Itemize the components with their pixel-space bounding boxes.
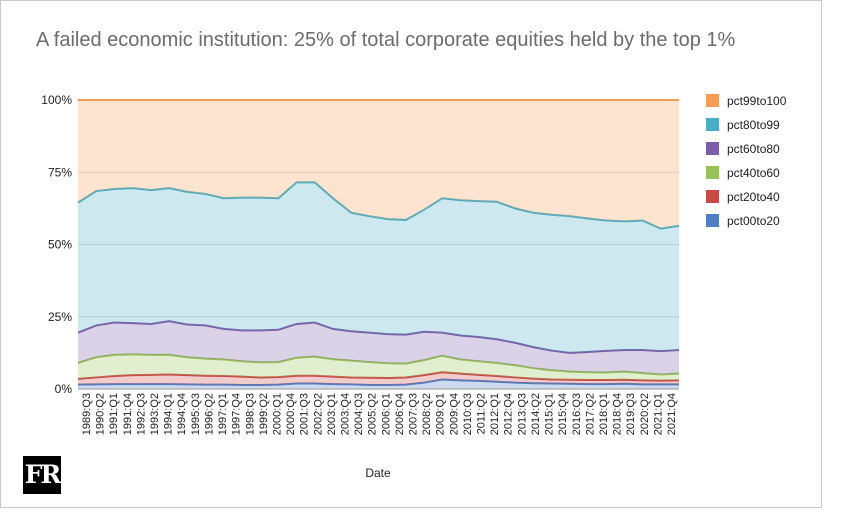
axes: 0% 25% 50% 75% 100% 1989:Q3 1990:Q2 1991:Q1 1991…: [41, 93, 679, 435]
chart-frame: A failed economic institution: 25% of to…: [0, 0, 822, 508]
legend-swatch-pct00to20: [706, 214, 719, 227]
x-tick-label: 2000:Q4: [285, 393, 297, 435]
area-pct99to100: [78, 100, 679, 229]
x-tick-label: 2002:Q2: [312, 393, 324, 435]
y-tick-label: 25%: [48, 310, 72, 324]
x-tick-label: 1991:Q1: [108, 393, 120, 435]
legend-label-pct60to80: pct60to80: [727, 142, 780, 156]
x-tick-label: 2001:Q3: [299, 393, 311, 435]
y-tick-label: 50%: [48, 238, 72, 252]
legend-swatch-pct40to60: [706, 166, 719, 179]
x-tick-label: 2011:Q2: [476, 393, 488, 434]
legend-label-pct20to40: pct20to40: [727, 190, 780, 204]
x-tick-label: 2005:Q2: [367, 393, 379, 435]
legend-label-pct00to20: pct00to20: [727, 214, 780, 228]
line-pct80to99: [77, 181, 680, 230]
x-tick-label: 2017:Q2: [584, 393, 596, 435]
x-tick-label: 1997:Q4: [231, 393, 243, 435]
x-tick-label: 2014:Q2: [530, 393, 542, 435]
legend-swatch-pct20to40: [706, 190, 719, 203]
x-tick-label: 1994:Q1: [163, 393, 175, 435]
line-pct60to80: [77, 320, 680, 354]
x-tick-label: 2015:Q4: [557, 393, 569, 435]
x-tick-label: 2010:Q3: [462, 393, 474, 435]
y-tick-label: 0%: [55, 382, 73, 396]
legend-swatch-pct80to99: [706, 118, 719, 131]
x-tick-label: 2008:Q2: [421, 393, 433, 435]
x-tick-label: 1996:Q2: [203, 393, 215, 435]
fr-logo: FR: [23, 456, 61, 494]
x-tick-label: 1997:Q1: [217, 393, 229, 435]
x-tick-label: 2007:Q3: [408, 393, 420, 435]
chart-title: A failed economic institution: 25% of to…: [36, 29, 736, 51]
x-tick-label: 2016:Q3: [571, 393, 583, 435]
x-tick-label: 2003:Q1: [326, 393, 338, 435]
x-tick-label: 1998:Q3: [244, 393, 256, 435]
x-tick-label: 2009:Q4: [448, 393, 460, 435]
x-tick-label: 1991:Q4: [122, 393, 134, 435]
x-tick-label: 1992:Q3: [135, 393, 147, 435]
x-tick-label: 2006:Q4: [394, 393, 406, 435]
legend-swatch-pct99to100: [706, 94, 719, 107]
stacked-area-chart: 0% 25% 50% 75% 100% 1989:Q3 1990:Q2 1991:Q1 1991…: [41, 93, 787, 480]
x-tick-label: 2004:Q3: [353, 393, 365, 435]
x-tick-label: 2020:Q2: [639, 393, 651, 435]
x-tick-label: 1999:Q2: [258, 393, 270, 435]
legend-label-pct40to60: pct40to60: [727, 166, 780, 180]
area-series: [77, 99, 680, 389]
line-pct00to20: [77, 378, 679, 386]
area-pct60to80: [78, 321, 679, 375]
x-tick-label: 2018:Q4: [612, 393, 624, 435]
legend-swatch-pct60to80: [706, 142, 719, 155]
x-tick-label: 2018:Q1: [598, 393, 610, 435]
legend-label-pct80to99: pct80to99: [727, 118, 780, 132]
legend-label-pct99to100: pct99to100: [727, 94, 787, 108]
x-tick-label: 1993:Q2: [149, 393, 161, 435]
x-tick-label: 2012:Q4: [503, 393, 515, 435]
line-pct40to60: [77, 353, 680, 376]
x-tick-label: 1989:Q3: [81, 393, 93, 435]
area-pct00to20: [78, 379, 679, 389]
line-pct20to40: [77, 371, 680, 382]
y-tick-label: 100%: [41, 93, 72, 107]
x-tick-label: 1994:Q4: [176, 393, 188, 435]
x-tick-label: 2003:Q4: [339, 393, 351, 435]
x-tick-label: 2012:Q1: [489, 393, 501, 435]
x-tick-label: 2019:Q3: [625, 393, 637, 435]
x-tick-label: 2015:Q1: [544, 393, 556, 435]
x-axis-title: Date: [365, 466, 391, 480]
x-tick-label: 2009:Q1: [435, 393, 447, 435]
x-tick-label: 2013:Q3: [516, 393, 528, 435]
legend: pct99to100 pct80to99 pct60to80 pct40to60 pct…: [706, 94, 787, 228]
area-pct80to99: [78, 182, 679, 353]
x-tick-label: 1995:Q3: [190, 393, 202, 435]
x-tick-label: 2006:Q1: [380, 393, 392, 435]
x-tick-label: 2021:Q1: [652, 393, 664, 435]
x-tick-label: 2000:Q1: [271, 393, 283, 435]
y-tick-label: 75%: [48, 165, 72, 179]
x-tick-label: 2021:Q4: [666, 393, 678, 435]
x-tick-label: 1990:Q2: [95, 393, 107, 435]
